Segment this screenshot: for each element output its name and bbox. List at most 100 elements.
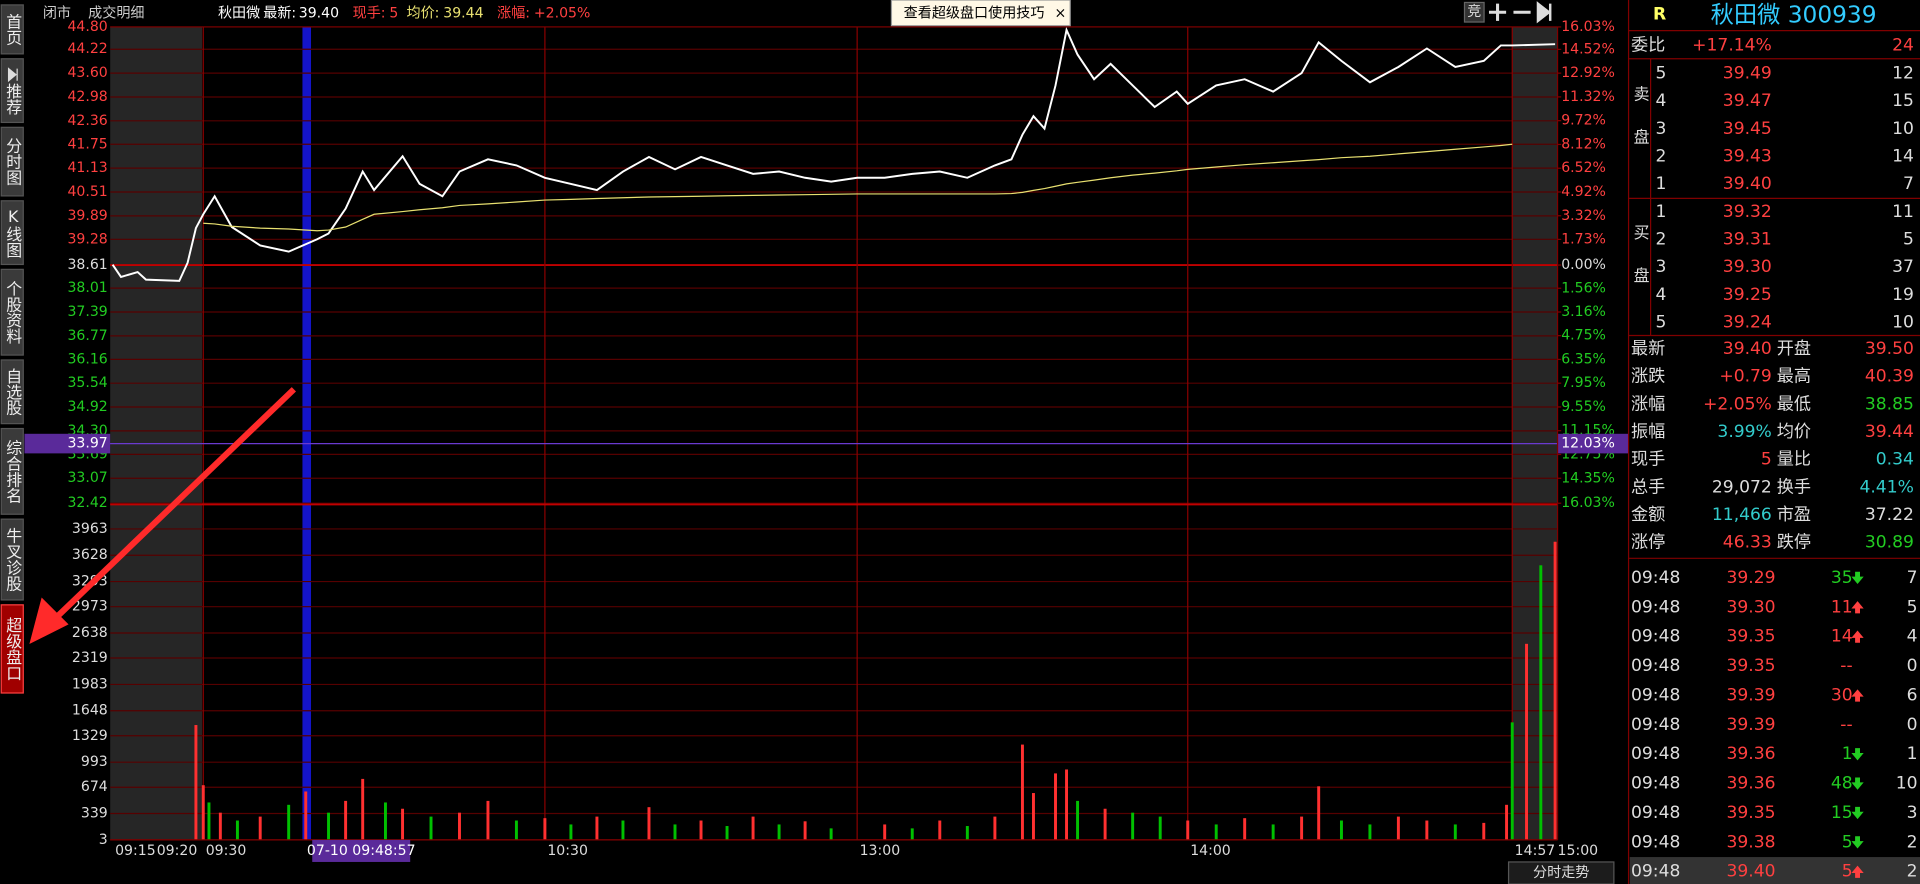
recommend-icon [7,67,18,83]
volume-bar [595,816,599,840]
y-tick-label: 36.16 [67,351,107,367]
y2-tick-label: 9.55% [1561,399,1606,415]
sidebar-label[interactable]: 超级盘口 [4,617,23,681]
quote-value: 3.99% [1717,422,1771,442]
sidebar-button[interactable] [0,268,24,356]
volume-bar [1054,773,1057,840]
x-tick-label: 09:15 [115,843,156,859]
volume-bar [1425,820,1429,840]
volume-bar [207,802,211,840]
sidebar-label[interactable]: 自选股 [4,368,23,417]
volume-bar [258,816,262,840]
volume-bar [1510,722,1514,840]
sidebar-label[interactable]: 综合排名 [4,440,23,504]
quote-value: 40.39 [1865,367,1914,387]
sidebar-button[interactable] [0,604,24,694]
sidebar-label[interactable]: 分时图 [4,138,23,186]
trade-time: 09:48 [1631,744,1680,764]
volume-bar [344,800,348,840]
volume-bar [647,807,651,840]
sidebar-label[interactable]: 牛叉诊股 [4,528,23,593]
average-line [203,143,1513,232]
book-volume: 11 [1892,202,1914,222]
sidebar-label[interactable]: K线图 [4,207,23,258]
y-tick-label: 32.42 [67,495,107,511]
end-icon[interactable] [1536,1,1552,24]
y-tick-label: 1983 [72,676,108,692]
tooltip-close[interactable]: × [1055,5,1067,21]
tab-label[interactable]: 分时走势 [1533,865,1589,881]
y2-tick-label: 6.35% [1561,351,1606,367]
y-tick-label: 2973 [72,599,108,615]
sell-label: 卖盘 [1631,86,1650,172]
trade-detail-link[interactable]: 成交明细 [88,4,144,21]
sidebar-label[interactable]: 推荐 [4,83,23,116]
y2-tick-label: 1.73% [1561,231,1606,247]
y-tick-label: 39.28 [67,231,107,247]
x-tick-label: 10:30 [547,843,588,859]
volume-bar [218,812,222,840]
x-tick-label: 14:00 [1190,843,1231,859]
y-tick-label: 38.61 [67,257,107,273]
y-tick-label: 34.92 [67,399,107,415]
trade-price: 39.39 [1726,685,1775,705]
crosshair-price-box [24,433,111,454]
trade-time: 09:48 [1631,774,1680,794]
auction-shade [1512,26,1558,840]
y2-tick-label: 6.52% [1561,160,1606,176]
tooltip-text[interactable]: 查看超级盘口使用技巧 [904,4,1045,21]
sidebar-label[interactable]: 个股资料 [4,280,23,344]
quote-label: 均价 [1777,422,1811,442]
y-tick-label: 1648 [72,703,108,719]
crosshair-vertical [302,26,312,840]
up-arrow [1851,865,1864,878]
up-arrow [1851,630,1864,643]
volume-bar [1076,800,1080,840]
toolbar-button[interactable] [1463,1,1485,23]
volume-bar [1482,822,1486,840]
buy-label: 买盘 [1631,224,1650,310]
sidebar-button[interactable] [0,427,24,515]
latest-value: 39.40 [299,5,339,21]
sidebar-button[interactable] [0,126,24,197]
quote-value: 38.85 [1865,394,1914,414]
book-volume: 12 [1892,63,1914,83]
quote-value: 46.33 [1723,533,1772,553]
sidebar-label[interactable]: 首页 [4,13,23,45]
sidebar-button[interactable] [0,359,24,425]
volume-bar [883,824,887,840]
volume-bar [514,820,518,840]
book-volume: 5 [1903,229,1914,249]
volume-bar [235,820,239,840]
y2-tick-label: 14.35% [1561,470,1615,486]
sidebar-button[interactable] [0,4,24,55]
trade-time: 09:48 [1631,627,1680,647]
up-arrow [1851,601,1864,614]
crosshair-change-box [1557,433,1629,454]
sidebar-button[interactable] [0,518,24,601]
volume-bar [1020,744,1024,840]
zoom-in-icon[interactable] [1488,3,1507,21]
change-label: 涨幅: [497,5,530,21]
trade-price: 39.35 [1726,656,1775,676]
avg-value: 39.44 [443,5,483,21]
sidebar-button[interactable] [0,200,24,266]
quote-label: 总手 [1631,477,1665,497]
book-price: 39.31 [1723,229,1772,249]
trade-volume: 11 [1831,597,1853,617]
x-tick-label: 09:30 [206,843,247,859]
toolbar-label[interactable]: 竞 [1467,3,1481,20]
change-value: +2.05% [534,5,591,21]
trade-volume: -- [1840,656,1852,676]
volume-bar [1300,816,1304,840]
crosshair-time-box [312,839,411,862]
volume-bar [803,821,807,840]
x-tick-label: 14:57 [1515,843,1556,859]
volume-bar [1505,804,1509,840]
tab[interactable] [1507,861,1615,884]
quote-value: +2.05% [1703,394,1772,414]
volume-bar [938,820,942,840]
trade-volume: 48 [1831,774,1853,794]
book-price: 39.24 [1723,313,1772,333]
book-level: 4 [1656,91,1667,111]
